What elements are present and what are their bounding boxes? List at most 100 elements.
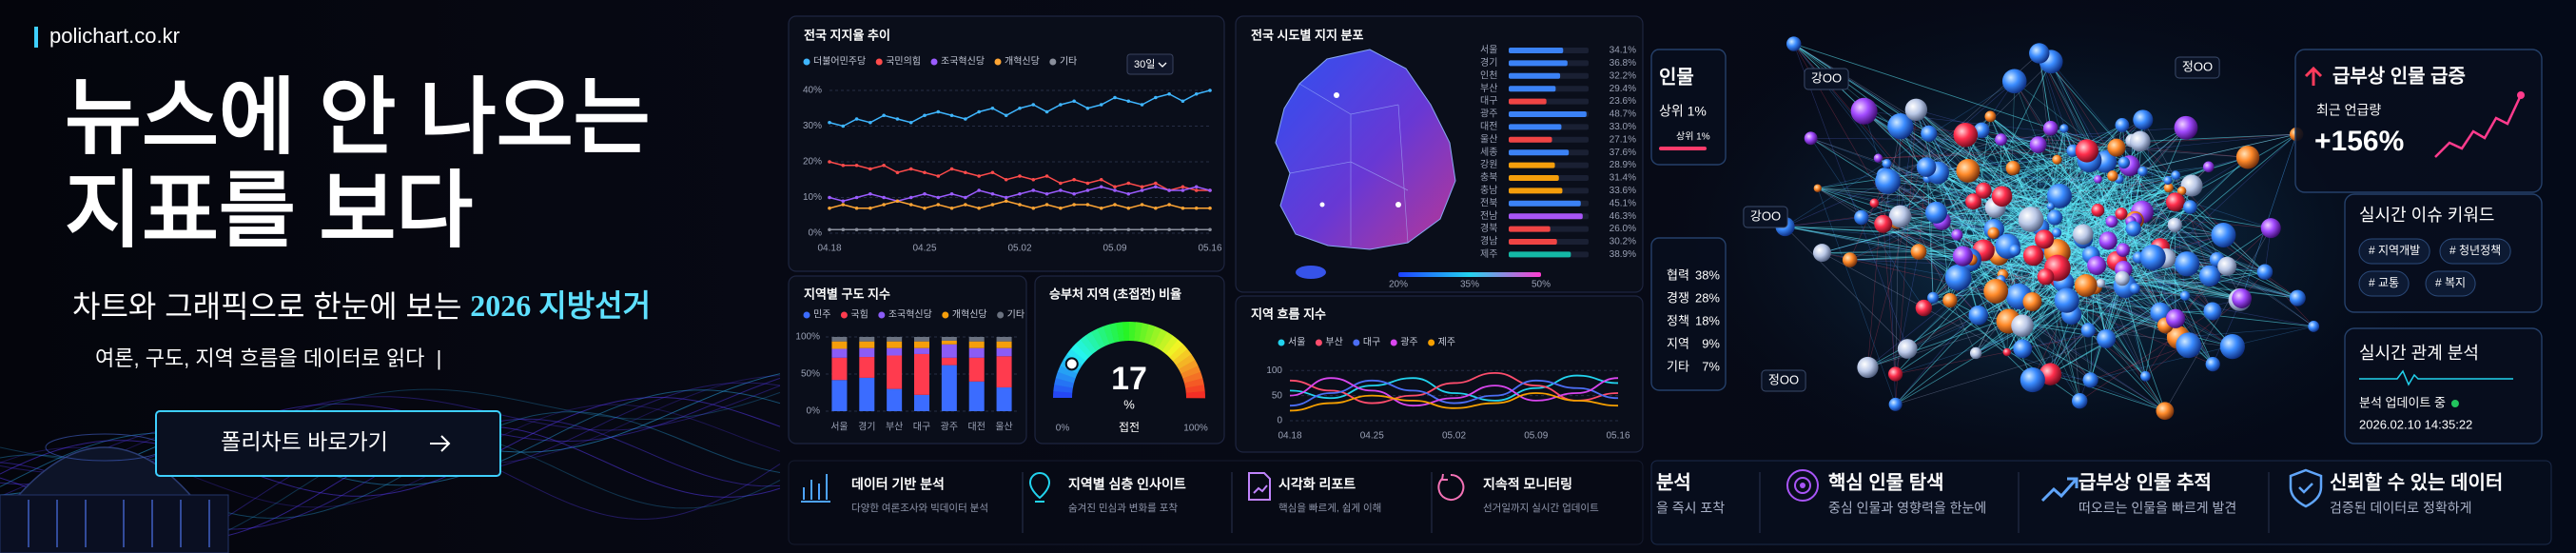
stacked-bar [941, 337, 957, 341]
feature-strip [1650, 460, 2552, 545]
keyword-label[interactable]: # 복지 [2435, 276, 2466, 289]
panel [788, 15, 1225, 272]
network-edge [2050, 283, 2101, 375]
network-edge [1793, 43, 1887, 165]
network-edge [1817, 188, 2114, 231]
network-edge [2092, 174, 2176, 227]
person-rank-small: 상위 1% [1676, 130, 1710, 143]
gauge-value: 17 [1111, 361, 1147, 397]
network-node [1983, 279, 2009, 304]
legend-label: 대구 [1363, 337, 1380, 348]
button-label[interactable]: 폴리차트 바로가기 [221, 429, 388, 454]
region-value: 46.3% [1610, 211, 1636, 222]
data-point [1044, 109, 1049, 114]
data-point [868, 227, 872, 232]
x-tick-label: 05.16 [1606, 431, 1630, 442]
network-edge [1916, 109, 2092, 256]
legend-swatch [803, 58, 810, 66]
region-bar [1509, 226, 1551, 232]
network-edge [2079, 175, 2114, 223]
button-arrow[interactable] [430, 435, 451, 452]
data-point [854, 117, 859, 121]
stacked-bar [887, 337, 903, 342]
region-value: 48.7% [1610, 109, 1636, 120]
data-point [1208, 89, 1212, 92]
region-value: 33.0% [1610, 122, 1636, 132]
data-point [1018, 203, 1022, 207]
cta-button[interactable]: 폴리차트 바로가기 [155, 410, 501, 477]
period-dropdown[interactable]: 30일 [1126, 53, 1174, 75]
network-edge [1958, 259, 2102, 278]
keyword-chip[interactable] [2439, 238, 2511, 265]
gauge-arc [1057, 365, 1078, 379]
keyword-label[interactable]: # 청년정책 [2449, 243, 2501, 257]
network-node [1965, 193, 1982, 210]
data-point [949, 206, 954, 210]
keyword-label[interactable]: # 지역개발 [2369, 244, 2420, 257]
network-edge [2085, 167, 2209, 188]
data-point [1126, 206, 1131, 210]
network-edge [1785, 226, 1963, 257]
network-node [2308, 321, 2320, 332]
data-point [1167, 91, 1171, 96]
data-point [1072, 203, 1076, 207]
legend-label: 더불어민주당 [813, 56, 866, 68]
relation-label: 협력 [1667, 267, 1689, 282]
region-label: 전북 [1480, 197, 1497, 208]
dropdown-chevron[interactable] [1158, 62, 1167, 68]
keyword-label[interactable]: # 교통 [2369, 276, 2399, 289]
network-edge [2075, 175, 2109, 242]
data-point [1044, 174, 1049, 178]
data-point [1140, 103, 1144, 107]
network-node [1925, 201, 1948, 224]
network-edge [2004, 128, 2065, 248]
x-tick-label: 부산 [886, 422, 903, 433]
feature-text: 숨겨진 민심과 변화를 포착 [1068, 503, 1178, 514]
data-point [1018, 174, 1022, 178]
data-point [828, 120, 831, 125]
network-edge [1895, 126, 1902, 375]
data-point [1099, 177, 1103, 182]
network-node [2046, 202, 2055, 210]
data-point [936, 195, 941, 200]
dropdown-frame[interactable] [1126, 53, 1174, 75]
network-edge [2042, 278, 2080, 402]
data-point [828, 195, 831, 200]
data-point [882, 195, 886, 200]
network-edge [1822, 252, 2007, 353]
network-edge [2090, 345, 2189, 381]
keyword-chip[interactable] [2425, 270, 2476, 297]
region-label: 경북 [1480, 222, 1497, 234]
network-node [2232, 288, 2252, 308]
keyword-chip[interactable] [2358, 238, 2430, 265]
data-point [1113, 227, 1117, 232]
legend-label: 광주 [1400, 337, 1417, 348]
data-point [964, 203, 967, 207]
network-node [2107, 170, 2118, 182]
network-node [2217, 256, 2237, 276]
region-label: 부산 [1480, 83, 1497, 94]
data-point [882, 203, 886, 207]
gauge-arc [1139, 323, 1150, 344]
data-point [1113, 185, 1117, 189]
network-node [2002, 347, 2012, 357]
legend-label: 서울 [1288, 337, 1305, 348]
network-edge [2114, 255, 2240, 301]
rising-value: +156% [2314, 126, 2404, 157]
network-edge [1937, 172, 1989, 236]
network-node [1875, 168, 1901, 194]
network-edge [1785, 226, 2008, 247]
series-line [1289, 372, 1619, 405]
network-node [2137, 166, 2148, 177]
network-node [1991, 186, 2013, 207]
network-node [2125, 221, 2141, 237]
data-point [964, 117, 967, 121]
network-node [2029, 43, 2050, 64]
stacked-bar [914, 394, 929, 411]
region-value: 30.2% [1610, 237, 1636, 247]
legend-swatch [875, 58, 883, 66]
button-frame[interactable] [155, 410, 501, 477]
network-edge [1878, 157, 2067, 301]
keyword-chip[interactable] [2358, 270, 2410, 297]
dropdown-label[interactable]: 30일 [1134, 57, 1155, 70]
